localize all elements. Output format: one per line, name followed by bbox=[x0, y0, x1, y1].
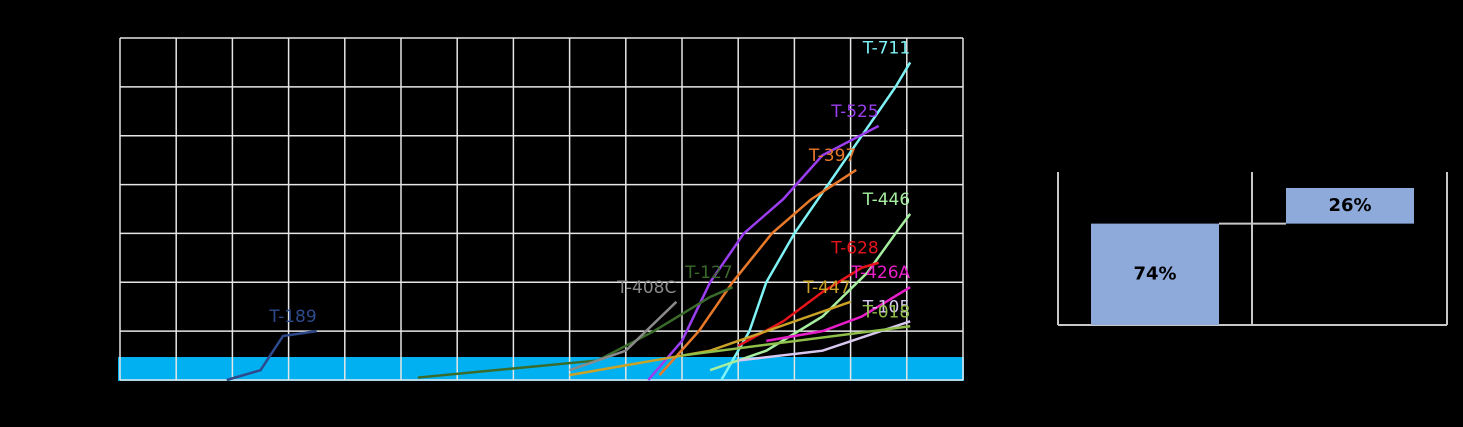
series-label: T-711 bbox=[862, 38, 910, 58]
baseline-band bbox=[118, 357, 964, 381]
series-label: T-408C bbox=[616, 278, 676, 298]
bar bbox=[1091, 223, 1219, 325]
series-line bbox=[226, 329, 317, 382]
series-label: T-426A bbox=[850, 263, 910, 283]
series-line bbox=[720, 61, 912, 381]
series-label: T-018 bbox=[862, 302, 910, 322]
series-label: T-127 bbox=[684, 263, 732, 283]
series-line bbox=[766, 286, 911, 343]
series-label: T-628 bbox=[830, 239, 878, 259]
waterfall-chart: 74% 26% bbox=[1057, 172, 1448, 326]
series-label: T-397 bbox=[808, 146, 856, 166]
series-line bbox=[569, 300, 852, 377]
value-label: 74% bbox=[1133, 263, 1176, 284]
series-line bbox=[681, 325, 911, 357]
series-line bbox=[569, 300, 678, 372]
line-chart: T-711 T-525 T-397 T-446 T-628 T-426A T-105 T-12… bbox=[119, 37, 964, 382]
series-label: T-525 bbox=[830, 102, 878, 122]
value-label: 26% bbox=[1328, 195, 1371, 216]
series-label: T-189 bbox=[268, 307, 316, 327]
series-line bbox=[709, 213, 912, 372]
series-label: T-447 bbox=[802, 278, 850, 298]
bar bbox=[1286, 188, 1414, 224]
series-line bbox=[647, 124, 880, 381]
series-line bbox=[658, 168, 857, 376]
series-label: T-446 bbox=[862, 190, 910, 210]
series-line bbox=[417, 286, 734, 379]
series-label: T-105 bbox=[862, 297, 910, 317]
